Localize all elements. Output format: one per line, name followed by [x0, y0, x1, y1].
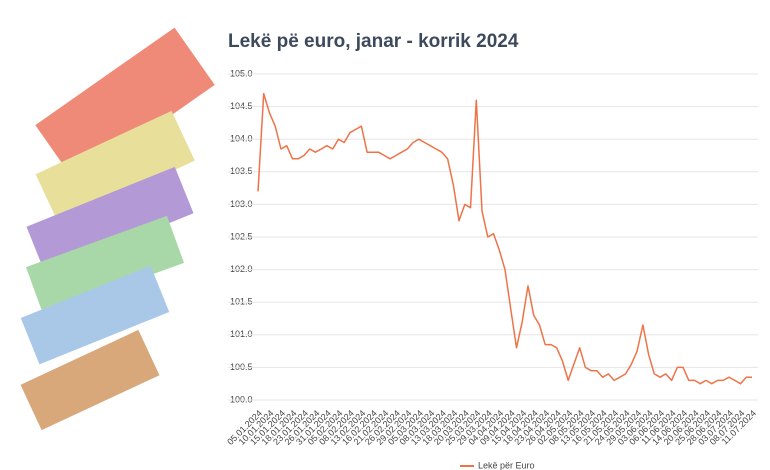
y-tick-label: 100.0	[230, 394, 253, 404]
banknotes-image	[20, 27, 215, 431]
y-tick-label: 101.5	[230, 297, 253, 307]
y-tick-label: 105.0	[230, 68, 253, 78]
y-tick-label: 103.5	[230, 166, 253, 176]
line-series	[257, 92, 752, 385]
legend-label: Lekë për Euro	[478, 460, 535, 470]
chart-title: Lekë pë euro, janar - korrik 2024	[228, 31, 519, 52]
y-tick-label: 100.5	[230, 362, 253, 372]
y-tick-label: 102.0	[230, 264, 253, 274]
y-tick-label: 103.0	[230, 199, 253, 209]
y-tick-label: 102.5	[230, 231, 253, 241]
y-tick-label: 104.0	[230, 134, 253, 144]
y-tick-label: 101.0	[230, 329, 253, 339]
y-tick-label: 104.5	[230, 101, 253, 111]
